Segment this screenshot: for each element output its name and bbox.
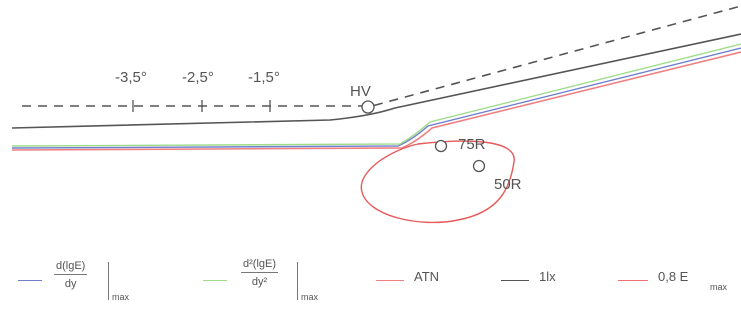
emax-contour bbox=[360, 140, 515, 224]
legend-eval-bar bbox=[108, 262, 109, 300]
legend-subscript-emax: max bbox=[710, 282, 728, 292]
legend-subscript: max bbox=[112, 292, 130, 302]
legend-subscript: max bbox=[301, 292, 319, 302]
legend-item-second-derivative: d²(lgE) dy² max bbox=[195, 240, 345, 320]
dashed-reference-line bbox=[22, 5, 741, 107]
legend-denominator: dy² bbox=[251, 276, 268, 288]
atn-line bbox=[11, 51, 741, 151]
legend-numerator: d²(lgE) bbox=[241, 258, 279, 273]
legend-swatch-1lx bbox=[501, 280, 529, 281]
legend-item-atn: ATN bbox=[368, 240, 478, 320]
legend-item-gradient: d(lgE) dy max bbox=[0, 240, 145, 320]
legend-item-emax: 0,8 E max bbox=[612, 240, 741, 320]
legend-eval-bar bbox=[297, 262, 298, 300]
point-75r-label: 75R bbox=[458, 136, 486, 153]
legend: d(lgE) dy max d²(lgE) dy² max ATN 1lx 0,… bbox=[0, 240, 741, 320]
angle-label-minus-2-5: -2,5° bbox=[182, 69, 214, 86]
legend-denominator: dy bbox=[64, 278, 77, 290]
angle-label-minus-1-5: -1,5° bbox=[248, 69, 280, 86]
gradient-max-line bbox=[11, 47, 741, 149]
legend-label-1lx: 1lx bbox=[539, 269, 556, 284]
legend-swatch-atn bbox=[376, 280, 404, 281]
legend-label-emax: 0,8 E bbox=[658, 269, 689, 284]
one-lux-line bbox=[11, 33, 741, 129]
legend-numerator: d(lgE) bbox=[54, 260, 88, 275]
hv-label: HV bbox=[350, 83, 371, 100]
legend-fraction-second-derivative: d²(lgE) dy² bbox=[241, 258, 279, 288]
legend-swatch-emax bbox=[618, 280, 648, 281]
point-50r-label: 50R bbox=[494, 176, 522, 193]
legend-label-atn: ATN bbox=[414, 269, 440, 284]
legend-swatch-gradient bbox=[18, 280, 42, 281]
legend-item-1lx: 1lx bbox=[493, 240, 593, 320]
angle-label-minus-3-5: -3,5° bbox=[115, 69, 147, 86]
hv-marker bbox=[361, 100, 375, 114]
point-75r-marker bbox=[434, 139, 448, 153]
point-50r-marker bbox=[472, 159, 486, 173]
second-derivative-line bbox=[11, 43, 741, 147]
legend-swatch-second-derivative bbox=[203, 280, 227, 281]
legend-fraction-gradient: d(lgE) dy bbox=[54, 260, 88, 290]
